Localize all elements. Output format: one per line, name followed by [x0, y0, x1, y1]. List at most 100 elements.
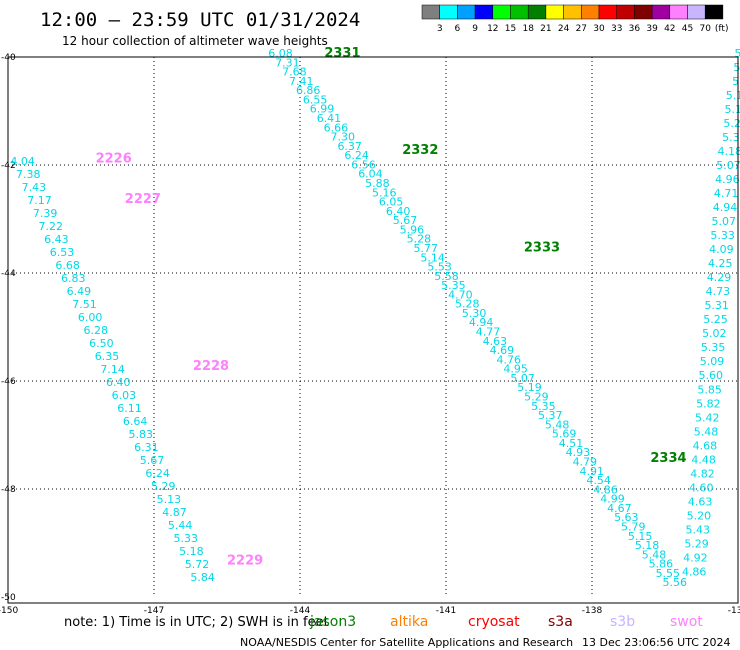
swh-value: 5.88: [365, 177, 390, 190]
swh-value: 6.04: [358, 168, 383, 181]
swh-value: 6.49: [67, 285, 92, 298]
swh-value: 4.93: [566, 446, 591, 459]
mission-swot: swot: [670, 614, 703, 630]
lat-lon-grid: [8, 57, 738, 597]
swh-value: 6.41: [317, 112, 342, 125]
swh-value: 6.64: [123, 415, 148, 428]
swh-value: 6.55: [303, 93, 328, 106]
swh-value: 5.18: [635, 539, 660, 552]
swh-value: 5.69: [552, 428, 577, 441]
swh-value: 7.31: [275, 56, 300, 69]
legend-swatch: [527, 4, 547, 20]
swh-value: 4.99: [600, 493, 625, 506]
swh-value: 6.37: [337, 140, 362, 153]
swh-value: 5: [733, 61, 740, 74]
swh-value: 6.05: [379, 196, 404, 209]
legend-label: 9: [472, 24, 478, 34]
swh-value: 5.37: [538, 409, 563, 422]
swh-value: 5.1: [725, 103, 740, 116]
swh-value: 5.77: [414, 242, 439, 255]
legend-label: 24: [558, 24, 570, 34]
swh-value: 5.28: [407, 233, 432, 246]
color-scale-legend: 3 6 9 12 15 18 21 24 27 30 33 36 39 42 45 70 (ft): [421, 4, 729, 34]
mission-altika: altika: [390, 614, 428, 630]
legend-swatch: [598, 4, 617, 20]
chart-subtitle: 12 hour collection of altimeter wave hei…: [62, 34, 328, 48]
legend-label: 15: [505, 24, 516, 34]
legend-label: 12: [487, 24, 498, 34]
swh-value: 4.63: [688, 495, 713, 508]
pass-number: 2332: [402, 143, 438, 158]
map-border: [7, 56, 739, 604]
legend-unit: (ft): [715, 24, 729, 34]
swh-value: 4.67: [607, 502, 632, 515]
swh-value: 4.68: [693, 439, 718, 452]
swh-value: 5.35: [441, 279, 466, 292]
swh-value: 5.16: [372, 186, 397, 199]
swh-value: 5.48: [642, 548, 667, 561]
swh-value: 5.33: [174, 532, 199, 545]
swh-value: 5.15: [628, 530, 653, 543]
pass-number: 2228: [193, 359, 229, 374]
pass-number: 2333: [524, 240, 560, 255]
legend-swatch: [563, 4, 582, 20]
swh-value: 7.68: [282, 66, 307, 79]
swh-value: 5.29: [524, 391, 549, 404]
swh-value: 6.31: [134, 441, 159, 454]
footer-credit: NOAA/NESDIS Center for Satellite Applica…: [240, 636, 573, 649]
swh-value: 5.30: [462, 307, 487, 320]
swh-value: 5.19: [517, 381, 542, 394]
legend-swatch: [545, 4, 564, 20]
swh-value: 5.44: [168, 519, 193, 532]
swh-value: 4.60: [689, 481, 714, 494]
legend-label: 33: [611, 24, 622, 34]
legend-label: 21: [540, 24, 551, 34]
legend-label: 42: [664, 24, 675, 34]
swh-value: 4.18: [717, 145, 740, 158]
swh-value: 4.09: [709, 243, 734, 256]
legend-label: 36: [629, 24, 641, 34]
x-tick-label: -147: [144, 606, 164, 616]
legend-swatch: [439, 4, 458, 20]
swh-value: 7.43: [22, 181, 47, 194]
swh-value: 4.86: [593, 483, 618, 496]
swh-value: 4.25: [708, 257, 733, 270]
legend-label: 45: [682, 24, 693, 34]
swh-value: 5.29: [151, 480, 176, 493]
swh-value: 5.82: [696, 397, 721, 410]
swh-value: 5.07: [712, 215, 737, 228]
x-tick-label: -144: [290, 606, 311, 616]
swh-value: 5.35: [701, 341, 726, 354]
swh-value: 5.25: [703, 313, 728, 326]
swh-value: 7.38: [16, 168, 41, 181]
swh-value: 5.83: [129, 428, 154, 441]
chart-title: 12:00 — 23:59 UTC 01/31/2024: [40, 9, 360, 31]
swh-value: 4.69: [490, 344, 515, 357]
swh-value: 4.29: [707, 271, 732, 284]
swh-value: 4.95: [503, 363, 528, 376]
swh-value: 6.50: [89, 337, 114, 350]
pass-number-labels: 2331233223332334233522262227222822291641…: [96, 46, 687, 569]
swh-value: 5.02: [702, 327, 727, 340]
legend-swatch: [687, 4, 706, 20]
mission-s3b: s3b: [610, 614, 635, 630]
swh-value: 6.68: [55, 259, 80, 272]
pass-number: 2331: [324, 46, 360, 61]
swh-value: 5: [735, 47, 740, 60]
swh-value: 7.14: [100, 363, 125, 376]
mission-legend: jason3 altika cryosat s3a s3b swot: [309, 614, 703, 630]
swh-value: 5.79: [621, 520, 646, 533]
pass-number: 2229: [227, 554, 263, 569]
swh-value: 5.42: [695, 411, 720, 424]
swh-value: 5.85: [697, 383, 722, 396]
swh-value: 5.58: [434, 270, 459, 283]
swh-value: 6.40: [386, 205, 411, 218]
swh-value: 5.96: [400, 223, 425, 236]
legend-swatch: [616, 4, 635, 20]
legend-label: 3: [437, 24, 443, 34]
swh-value: 4.86: [682, 565, 707, 578]
mission-s3a: s3a: [548, 614, 573, 630]
swh-value: 7.30: [331, 131, 356, 144]
swh-value: 5.48: [545, 418, 570, 431]
